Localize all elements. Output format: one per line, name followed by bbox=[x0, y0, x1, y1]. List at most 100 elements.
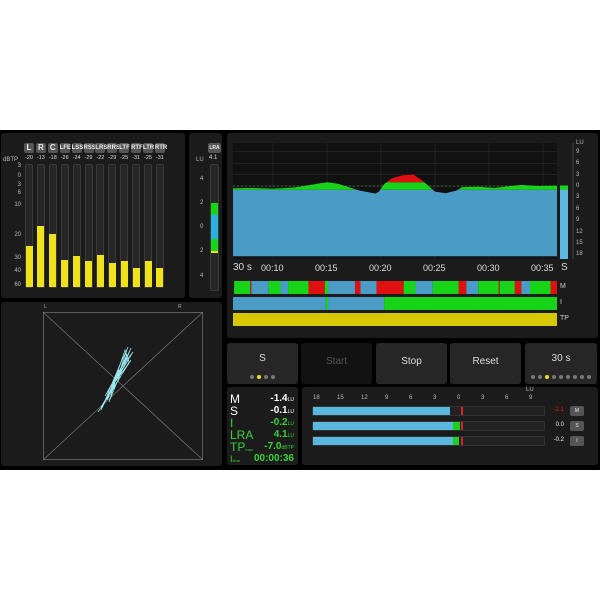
short-term-bar bbox=[560, 185, 568, 259]
m-strip-segment bbox=[499, 281, 515, 294]
lra-scale-label: 4 bbox=[200, 272, 204, 279]
mode-indicator-dots bbox=[525, 375, 597, 379]
readout-value-number: -0.2 bbox=[270, 417, 288, 428]
channel-level-bar bbox=[132, 268, 140, 287]
channel-label-lrs[interactable]: LRS bbox=[95, 143, 108, 153]
indicator-dot bbox=[566, 375, 570, 379]
channel-peak-value: -22 bbox=[96, 155, 105, 161]
channel-level-bar bbox=[144, 260, 152, 287]
channel-label-ltf[interactable]: LTF bbox=[119, 143, 130, 153]
dbtp-scale-label: 10 bbox=[14, 201, 21, 208]
m-strip-segment bbox=[251, 281, 269, 294]
readout-label-text: M bbox=[230, 392, 240, 406]
mode-button[interactable]: S bbox=[227, 343, 298, 384]
indicator-dot bbox=[580, 375, 584, 379]
short-term-bar-top bbox=[560, 185, 568, 190]
readout-value: -1.4LU bbox=[270, 393, 294, 404]
m-strip-segment bbox=[458, 281, 467, 294]
reset-button[interactable]: Reset bbox=[450, 343, 521, 384]
indicator-dot bbox=[552, 375, 556, 379]
vectorscope-left-label: L bbox=[44, 304, 47, 310]
vectorscope bbox=[43, 312, 203, 460]
indicator-dot bbox=[538, 375, 542, 379]
readout-row: TPmax -7.0dBTP bbox=[227, 441, 298, 453]
time-tick-label: 00:10 bbox=[260, 263, 284, 273]
stop-button[interactable]: Stop bbox=[376, 343, 447, 384]
lra-button[interactable]: LRA bbox=[208, 143, 221, 153]
time-tick-label: 00:35 bbox=[530, 263, 554, 273]
channel-level-bar bbox=[85, 260, 92, 287]
dbtp-scale-label: 20 bbox=[14, 231, 21, 238]
meter-value: -0.2 bbox=[553, 437, 564, 443]
graph-scale-label: 6 bbox=[576, 205, 580, 212]
channel-label-rrs[interactable]: RRS bbox=[107, 143, 120, 153]
channel-meter-track bbox=[96, 164, 105, 288]
graph-scale-label: 6 bbox=[576, 160, 580, 167]
graph-scale-label: 3 bbox=[576, 194, 580, 201]
channel-label-lss[interactable]: LSS bbox=[71, 143, 84, 153]
m-strip-segment bbox=[415, 281, 433, 294]
loudness-history-graph bbox=[233, 143, 574, 326]
graph-scale-label: 0 bbox=[576, 183, 580, 189]
channel-peak-value: -24 bbox=[72, 155, 81, 161]
graph-scale-label: 12 bbox=[576, 228, 583, 235]
channel-label-rss[interactable]: RSS bbox=[83, 143, 96, 153]
meter-scale-label: 6 bbox=[505, 395, 509, 401]
meter-select-button-m[interactable]: M bbox=[570, 406, 584, 416]
meter-fill-green bbox=[453, 437, 460, 445]
channel-peak-value: -25 bbox=[120, 155, 129, 161]
lra-scale-label: 4 bbox=[200, 175, 204, 182]
channel-label-lfe[interactable]: LFE bbox=[59, 143, 72, 153]
channel-peak-value: -31 bbox=[155, 155, 164, 161]
time-tick-label: 00:20 bbox=[368, 263, 392, 273]
graph-scale-label: 9 bbox=[576, 148, 580, 155]
start-button[interactable]: Start bbox=[301, 343, 372, 384]
m-strip-segment bbox=[530, 281, 551, 294]
meter-scale-label: 15 bbox=[337, 395, 344, 401]
indicator-dot bbox=[573, 375, 577, 379]
channel-level-bar bbox=[96, 254, 104, 287]
graph-scale-label: 18 bbox=[576, 251, 583, 258]
meter-scale-label: 3 bbox=[481, 395, 485, 401]
lra-value: 4.1 bbox=[209, 155, 218, 161]
lra-target-zone bbox=[211, 214, 218, 240]
meter-select-button-s[interactable]: S bbox=[570, 421, 584, 431]
channel-peak-value: -29 bbox=[84, 155, 93, 161]
channel-label-c[interactable]: C bbox=[47, 143, 58, 153]
channel-label-rtf[interactable]: RTF bbox=[131, 143, 143, 153]
vectorscope-right-label: R bbox=[178, 304, 182, 310]
graph-scale-label: 9 bbox=[576, 217, 580, 224]
i-strip-label: I bbox=[560, 299, 562, 306]
loudness-bar-meter-m bbox=[312, 406, 545, 416]
meters-unit: LU bbox=[526, 387, 534, 393]
vectorscope-diagonal bbox=[43, 312, 203, 460]
window-length-button[interactable]: 30 s bbox=[525, 343, 597, 384]
lra-scale-label: 2 bbox=[200, 248, 204, 255]
channel-peak-value: -25 bbox=[144, 155, 152, 161]
dbtp-unit: dBTP bbox=[3, 157, 19, 163]
meter-value: 0.0 bbox=[555, 422, 564, 428]
readout-row: I -0.2LU bbox=[227, 417, 298, 429]
vectorscope-trace bbox=[97, 346, 134, 413]
channel-meter-track bbox=[60, 164, 69, 288]
meter-select-button-i[interactable]: I bbox=[570, 436, 584, 446]
m-strip-segment bbox=[432, 281, 459, 294]
m-strip-segment bbox=[403, 281, 416, 294]
meter-fill bbox=[313, 437, 460, 445]
readout-panel bbox=[227, 387, 298, 465]
i-strip-segment bbox=[233, 297, 326, 310]
channel-label-rtr[interactable]: RTR bbox=[154, 143, 168, 153]
readout-unit: LU bbox=[287, 433, 294, 439]
meter-fill-green bbox=[453, 422, 461, 430]
channel-label-l[interactable]: L bbox=[24, 143, 34, 153]
channel-level-bar bbox=[108, 262, 116, 287]
channel-label-ltr[interactable]: LTR bbox=[143, 143, 155, 153]
m-strip-segment bbox=[280, 281, 289, 294]
vectorscope-frame bbox=[43, 312, 203, 460]
channel-label-r[interactable]: R bbox=[35, 143, 46, 153]
readout-row: M -1.4LU bbox=[227, 393, 298, 405]
meter-scale-label: 6 bbox=[409, 395, 413, 401]
readout-label-text: LRA bbox=[230, 428, 254, 442]
channel-level-bar bbox=[120, 260, 128, 287]
meter-scale-label: 0 bbox=[457, 395, 461, 401]
